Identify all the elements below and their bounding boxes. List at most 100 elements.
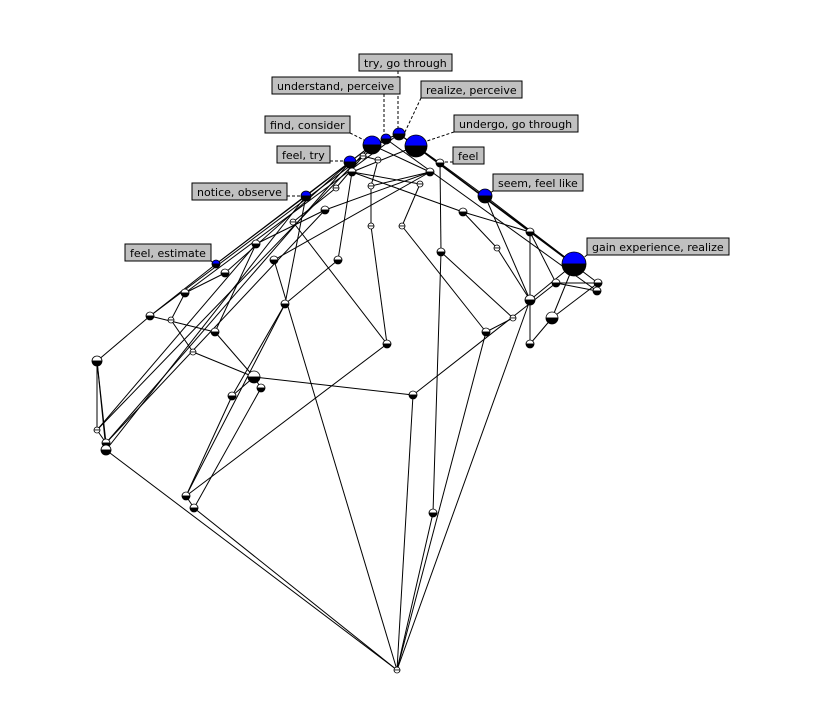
lattice-edge xyxy=(485,317,514,333)
lattice-edge xyxy=(105,195,307,451)
lattice-node xyxy=(227,391,237,401)
lattice-edge xyxy=(284,259,339,305)
lattice-edge xyxy=(255,209,326,245)
lattice-node xyxy=(525,227,535,237)
label-box xyxy=(492,173,584,192)
lattice-node xyxy=(189,348,197,356)
lattice-node xyxy=(93,426,101,434)
lattice-edge xyxy=(401,225,487,333)
label-text: feel, try xyxy=(282,149,325,162)
lattice-node xyxy=(545,311,559,325)
lattice-node xyxy=(247,370,261,384)
lattice-node xyxy=(181,491,191,501)
lattice-edge xyxy=(529,231,557,284)
lattice-edge xyxy=(371,144,431,173)
lattice-node xyxy=(367,222,375,230)
lattice-edge xyxy=(401,183,421,227)
lattice-edge xyxy=(496,247,531,301)
lattice-edge xyxy=(273,171,431,261)
lattice-edge xyxy=(185,343,388,497)
lattice-edge xyxy=(396,512,434,671)
lattice-edge xyxy=(484,195,531,301)
lattice-edge xyxy=(231,303,286,397)
lattice-edge xyxy=(370,171,431,187)
lattice-node xyxy=(525,339,535,349)
label-text: feel, estimate xyxy=(130,247,206,260)
lattice-nodes xyxy=(91,127,603,674)
lattice-node xyxy=(398,222,406,230)
lattice-edge xyxy=(105,161,351,444)
lattice-node xyxy=(425,167,435,177)
lattice-node xyxy=(408,390,418,400)
lattice-edge xyxy=(214,331,255,378)
lattice-node xyxy=(435,158,445,168)
lattice-node xyxy=(380,133,392,145)
lattice-node xyxy=(404,134,428,158)
lattice-edge xyxy=(370,159,379,187)
label-text: notice, observe xyxy=(197,186,282,199)
label-box xyxy=(276,145,331,164)
lattice-node xyxy=(593,278,603,288)
lattice-node xyxy=(592,286,602,296)
lattice-edge xyxy=(149,138,387,317)
concept-label-feel-estimate: feel, estimate xyxy=(124,243,212,262)
label-leader-line xyxy=(349,132,371,144)
lattice-node xyxy=(343,155,357,169)
concept-label-understand-perceive: understand, perceive xyxy=(271,76,401,95)
label-box xyxy=(264,115,351,134)
lattice-node xyxy=(428,508,438,518)
lattice-edge xyxy=(292,221,388,345)
lattice-node xyxy=(91,355,103,367)
lattice-node xyxy=(256,383,266,393)
concept-label-undergo-go-through: undergo, go through xyxy=(453,114,579,133)
lattice-edge xyxy=(96,243,257,431)
lattice-edge xyxy=(337,171,353,261)
concept-label-feel: feel xyxy=(452,146,485,165)
concept-label-realize-perceive: realize, perceive xyxy=(420,80,523,99)
lattice-node xyxy=(481,327,491,337)
concept-labels: try, go through understand, perceive reali… xyxy=(124,53,730,262)
label-text: try, go through xyxy=(364,57,447,70)
lattice-edge xyxy=(273,259,398,671)
lattice-node xyxy=(374,156,382,164)
label-text: seem, feel like xyxy=(498,177,578,190)
lattice-edge xyxy=(351,171,421,185)
lattice-edge xyxy=(551,282,599,319)
label-text: gain experience, realize xyxy=(592,241,724,254)
lattice-node xyxy=(524,294,536,306)
concept-label-seem-feel-like: seem, feel like xyxy=(492,173,584,192)
lattice-node xyxy=(393,666,401,674)
lattice-node xyxy=(436,247,446,257)
label-box xyxy=(452,146,485,165)
lattice-node xyxy=(269,255,279,265)
lattice-edge xyxy=(170,292,186,321)
lattice-node xyxy=(392,127,406,141)
label-box xyxy=(586,237,730,256)
label-box xyxy=(453,114,579,133)
lattice-edge xyxy=(432,251,442,514)
lattice-edge xyxy=(192,351,255,378)
label-box xyxy=(358,53,453,72)
concept-label-try-go-through: try, go through xyxy=(358,53,453,72)
lattice-node xyxy=(458,207,468,217)
lattice-node xyxy=(332,184,340,192)
lattice-node xyxy=(416,180,424,188)
label-text: find, consider xyxy=(270,119,345,132)
lattice-edge xyxy=(253,376,414,396)
lattice-node xyxy=(362,135,382,155)
lattice-edge xyxy=(440,251,514,319)
lattice-edges xyxy=(96,133,599,671)
lattice-node xyxy=(561,251,587,277)
concept-label-feel-try: feel, try xyxy=(276,145,331,164)
lattice-edge xyxy=(105,209,326,444)
lattice-edge xyxy=(185,303,286,497)
lattice-edge xyxy=(224,161,351,274)
label-box xyxy=(420,80,523,99)
lattice-edge xyxy=(292,187,337,223)
lattice-node xyxy=(493,244,501,252)
lattice-edge xyxy=(324,171,431,211)
lattice-edge xyxy=(439,162,442,253)
label-box xyxy=(191,182,288,201)
lattice-edge xyxy=(396,394,414,671)
